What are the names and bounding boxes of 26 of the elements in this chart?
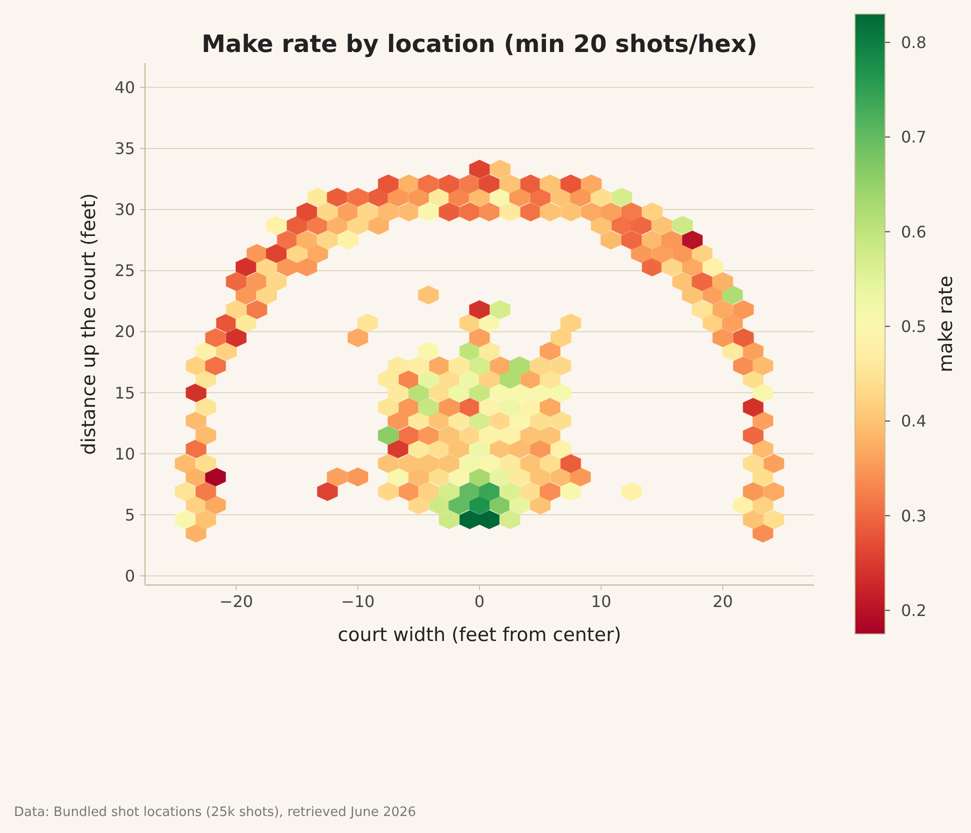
chart-title: Make rate by location (min 20 shots/hex) [202, 30, 758, 58]
x-tick-label: 0 [474, 592, 485, 611]
color-bar-label: 0.4 [901, 412, 926, 431]
color-bar-title: make rate [935, 276, 957, 372]
y-tick-label: 35 [114, 139, 135, 158]
y-tick-label: 25 [114, 261, 135, 280]
x-axis-title: court width (feet from center) [338, 624, 622, 646]
y-tick-label: 10 [114, 444, 135, 464]
color-bar-label: 0.2 [901, 600, 926, 620]
color-bar-label: 0.5 [901, 316, 926, 336]
x-tick-label: −20 [219, 592, 254, 611]
y-tick-label: 20 [114, 322, 135, 342]
color-bar-label: 0.7 [901, 128, 926, 147]
x-tick-label: −10 [340, 592, 375, 611]
y-tick-label: 30 [114, 200, 135, 220]
color-bar-label: 0.3 [901, 506, 926, 526]
color-bar-label: 0.6 [901, 222, 926, 242]
y-tick-label: 15 [114, 383, 135, 402]
y-tick-label: 40 [114, 78, 135, 98]
color-bar-label: 0.8 [901, 32, 926, 52]
y-axis-title: distance up the court (feet) [78, 193, 100, 455]
x-tick-label: 10 [590, 592, 612, 611]
text: Data: Bundled shot locations (25k shots), retrieved June 2026 [14, 805, 416, 820]
x-tick-label: 20 [712, 592, 733, 611]
y-tick-label: 5 [124, 505, 135, 524]
y-tick-label: 0 [124, 566, 135, 586]
